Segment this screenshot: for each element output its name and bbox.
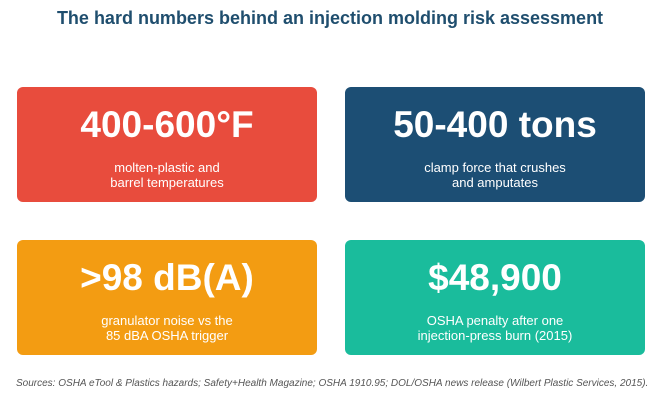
stat-description-noise: granulator noise vs the 85 dBA OSHA trig… [101,313,233,343]
stat-description-clamp-force: clamp force that crushes and amputates [424,160,566,190]
stat-card-temperature: 400-600°F molten-plastic and barrel temp… [17,87,317,202]
stat-description-temperature: molten-plastic and barrel temperatures [110,160,224,190]
stat-value-clamp-force: 50-400 tons [393,104,597,145]
page-title: The hard numbers behind an injection mol… [56,8,604,28]
stat-description-penalty: OSHA penalty after one injection-press b… [417,313,573,343]
sources-footnote: Sources: OSHA eTool & Plastics hazards; … [16,378,649,389]
stat-card-clamp-force: 50-400 tons clamp force that crushes and… [345,87,645,202]
stat-value-temperature: 400-600°F [80,104,254,145]
stat-value-penalty: $48,900 [428,257,562,298]
stat-card-noise: >98 dB(A) granulator noise vs the 85 dBA… [17,240,317,355]
stat-value-noise: >98 dB(A) [80,257,254,298]
stat-card-penalty: $48,900 OSHA penalty after one injection… [345,240,645,355]
